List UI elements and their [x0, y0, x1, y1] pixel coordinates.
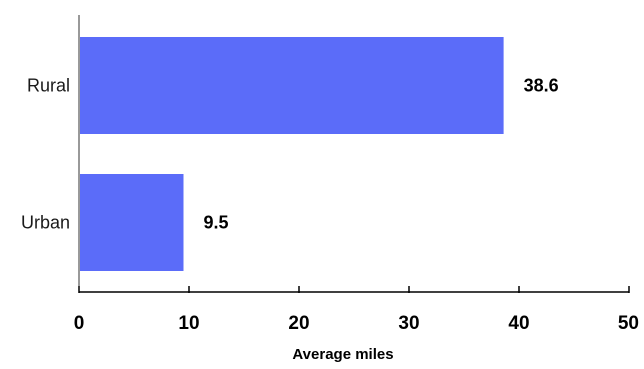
category-label-rural: Rural [27, 76, 70, 96]
x-tick-label-0: 0 [74, 313, 85, 334]
bar-rural [80, 37, 504, 134]
category-label-urban: Urban [21, 213, 70, 233]
x-axis-title: Average miles [292, 346, 393, 363]
value-label-rural: 38.6 [524, 76, 559, 96]
x-tick-label-20: 20 [288, 313, 309, 334]
x-tick-label-50: 50 [618, 313, 639, 334]
x-tick-label-40: 40 [508, 313, 529, 334]
x-tick-label-30: 30 [398, 313, 419, 334]
bar-urban [80, 174, 184, 271]
bars-group: Rural 38.6 Urban 9.5 [21, 37, 559, 271]
x-tick-label-10: 10 [178, 313, 199, 334]
x-ticks-group: 0 10 20 30 40 50 [74, 286, 639, 334]
value-label-urban: 9.5 [204, 213, 229, 233]
